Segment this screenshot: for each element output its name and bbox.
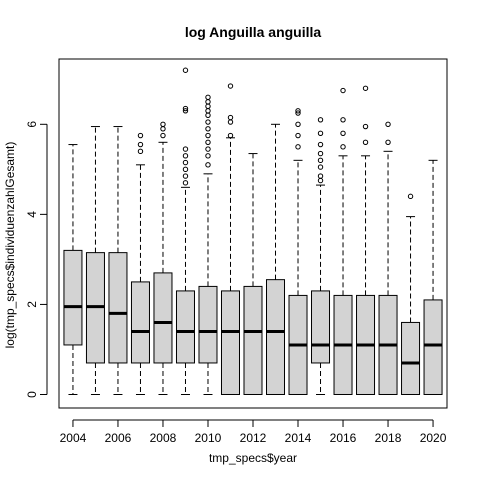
- box-iqr: [109, 253, 127, 363]
- x-axis: 2004 2006 2008 2010 2012 2014 2016 2018 2020: [60, 420, 447, 445]
- outlier-point: [408, 194, 412, 198]
- outlier-point: [206, 109, 210, 113]
- x-tick-label: 2004: [60, 431, 87, 445]
- x-tick-label: 2014: [285, 431, 312, 445]
- outlier-point: [138, 142, 142, 146]
- outlier-point: [341, 131, 345, 135]
- outlier-point: [363, 86, 367, 90]
- outlier-point: [161, 127, 165, 131]
- outlier-point: [296, 133, 300, 137]
- box-2008: [154, 122, 172, 394]
- outlier-point: [228, 133, 232, 137]
- box-2011: [221, 84, 239, 395]
- box-2006: [109, 127, 127, 395]
- outlier-point: [183, 167, 187, 171]
- outlier-point: [318, 178, 322, 182]
- box-iqr: [424, 300, 442, 395]
- outlier-point: [228, 84, 232, 88]
- box-2016: [334, 88, 352, 394]
- y-tick-label: 6: [25, 121, 39, 128]
- box-iqr: [154, 273, 172, 363]
- outlier-point: [206, 113, 210, 117]
- y-tick-label: 2: [25, 301, 39, 308]
- outlier-point: [206, 147, 210, 151]
- x-axis-label: tmp_specs$year: [209, 451, 297, 465]
- box-iqr: [221, 291, 239, 395]
- box-2018: [379, 122, 397, 394]
- outlier-point: [386, 140, 390, 144]
- box-2015: [312, 118, 330, 395]
- outlier-point: [318, 165, 322, 169]
- outlier-point: [206, 133, 210, 137]
- outlier-point: [138, 133, 142, 137]
- outlier-point: [318, 131, 322, 135]
- y-axis-label: log(tmp_specs$individuenzahlGesamt): [3, 142, 17, 349]
- outlier-point: [206, 127, 210, 131]
- y-axis: 0 2 4 6: [25, 121, 47, 398]
- box-iqr: [402, 322, 420, 394]
- outlier-point: [183, 154, 187, 158]
- y-tick-label: 0: [25, 391, 39, 398]
- box-2010: [199, 95, 217, 394]
- box-2005: [86, 127, 104, 395]
- outlier-point: [228, 120, 232, 124]
- outlier-point: [161, 122, 165, 126]
- outlier-point: [183, 147, 187, 151]
- outlier-point: [206, 104, 210, 108]
- outlier-point: [183, 174, 187, 178]
- box-2019: [402, 194, 420, 394]
- box-2012: [244, 154, 262, 395]
- outlier-point: [363, 124, 367, 128]
- outlier-point: [318, 158, 322, 162]
- outlier-point: [318, 151, 322, 155]
- box-iqr: [64, 250, 82, 345]
- outlier-point: [206, 120, 210, 124]
- outlier-point: [341, 145, 345, 149]
- outlier-point: [206, 140, 210, 144]
- box-iqr: [199, 286, 217, 363]
- box-2004: [64, 145, 82, 395]
- outlier-point: [296, 122, 300, 126]
- box-2017: [357, 86, 375, 394]
- x-tick-label: 2018: [375, 431, 402, 445]
- outlier-point: [183, 181, 187, 185]
- boxes: [64, 68, 442, 394]
- outlier-point: [386, 122, 390, 126]
- box-2013: [267, 124, 285, 394]
- outlier-point: [183, 68, 187, 72]
- outlier-point: [341, 88, 345, 92]
- box-iqr: [267, 280, 285, 395]
- x-tick-label: 2008: [150, 431, 177, 445]
- box-iqr: [131, 282, 149, 363]
- outlier-point: [296, 145, 300, 149]
- chart-title: log Anguilla anguilla: [185, 24, 322, 40]
- outlier-point: [206, 95, 210, 99]
- outlier-point: [228, 115, 232, 119]
- box-2020: [424, 160, 442, 394]
- outlier-point: [206, 163, 210, 167]
- outlier-point: [318, 118, 322, 122]
- x-tick-label: 2010: [195, 431, 222, 445]
- box-2007: [131, 133, 149, 394]
- box-iqr: [176, 291, 194, 363]
- x-tick-label: 2016: [330, 431, 357, 445]
- outlier-point: [138, 149, 142, 153]
- outlier-point: [363, 140, 367, 144]
- y-tick-label: 4: [25, 211, 39, 218]
- outlier-point: [341, 118, 345, 122]
- outlier-point: [206, 100, 210, 104]
- outlier-point: [161, 133, 165, 137]
- box-iqr: [244, 286, 262, 394]
- outlier-point: [318, 174, 322, 178]
- box-2014: [289, 109, 307, 395]
- box-2009: [176, 68, 194, 394]
- x-tick-label: 2012: [240, 431, 267, 445]
- x-tick-label: 2006: [105, 431, 132, 445]
- outlier-point: [318, 142, 322, 146]
- outlier-point: [183, 160, 187, 164]
- x-tick-label: 2020: [420, 431, 447, 445]
- box-iqr: [312, 291, 330, 363]
- outlier-point: [206, 154, 210, 158]
